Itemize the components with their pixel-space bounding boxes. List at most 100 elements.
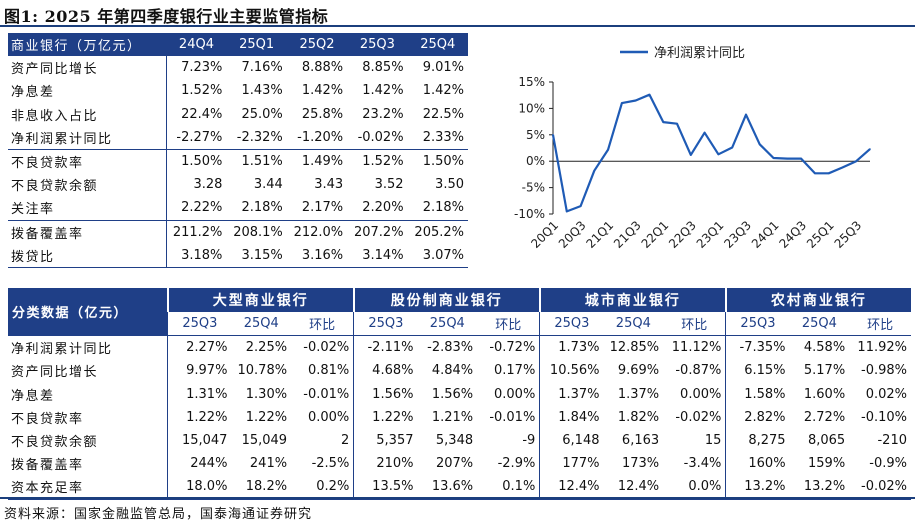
table2-cell: -2.83% xyxy=(427,340,474,356)
row-label: 不良贷款余额 xyxy=(11,435,99,451)
y-tick-label: 0% xyxy=(526,154,545,168)
row-label: 拨贷比 xyxy=(8,243,166,268)
table2-row: 资产同比增长 9.97% 10.78% 0.81% 4.68% 4.84% 0.17% 10.… xyxy=(8,359,911,383)
table2-cell: 13.2% xyxy=(725,475,790,500)
data-point xyxy=(662,121,665,123)
table1-cell: 2.20% xyxy=(362,200,404,216)
table1-cell: 3.43 xyxy=(314,177,344,193)
table2-cell: -9 xyxy=(522,433,536,449)
table1-header-label: 商业银行（万亿元） xyxy=(8,33,166,57)
row-label: 净息差 xyxy=(11,85,55,101)
row-label: 资产同比增长 xyxy=(11,365,99,381)
table2-cell: -2.5% xyxy=(311,456,350,472)
table1-cell: 207.2% xyxy=(347,219,408,244)
legend-label: 净利润累计同比 xyxy=(654,46,745,61)
table2-cell: 160% xyxy=(725,452,790,476)
table2-cell: 1.73% xyxy=(539,335,604,360)
subcolumn-header: 25Q3 xyxy=(725,312,790,337)
table2-cell: 6,163 xyxy=(621,433,660,449)
commercial-bank-table: 商业银行（万亿元） 24Q4 25Q1 25Q2 25Q3 25Q4 资产同比增长 7.23%… xyxy=(8,33,468,268)
x-tick-label: 25Q1 xyxy=(804,218,837,251)
table1-row: 净息差 1.52% 1.43% 1.42% 1.42% 1.42% xyxy=(8,79,468,103)
table2-header-label: 分类数据（亿元） xyxy=(8,288,168,336)
table2-cell: 0.81% xyxy=(307,363,350,379)
x-tick-label: 23Q1 xyxy=(694,218,727,251)
table1-cell: 1.42% xyxy=(362,83,404,99)
table2-cell: 159% xyxy=(808,456,846,472)
table2-row: 净息差 1.31% 1.30% -0.01% 1.56% 1.56% 0.00% 1.37% 1… xyxy=(8,382,911,406)
x-tick-label: 25Q3 xyxy=(832,218,865,251)
table2-cell: -0.01% xyxy=(489,409,536,425)
group-header: 城市商业银行 xyxy=(538,288,726,312)
table1-row: 不良贷款率 1.50% 1.51% 1.49% 1.52% 1.50% xyxy=(8,148,468,174)
row-label: 净利润累计同比 xyxy=(11,131,113,147)
table1-cell: 23.2% xyxy=(362,106,404,122)
table2-cell: 0.17% xyxy=(494,363,536,379)
table2-cell: -3.4% xyxy=(683,456,722,472)
table2-cell: -0.02% xyxy=(849,475,911,500)
group-header: 大型商业银行 xyxy=(166,288,354,312)
table2-group-row: 分类数据（亿元） 大型商业银行 股份制商业银行 城市商业银行 农村商业银行 xyxy=(8,288,911,336)
table1-col-header: 24Q4 xyxy=(165,33,227,57)
table1-col-header: 25Q1 xyxy=(226,33,287,57)
table2-cell: 0.0% xyxy=(663,475,726,500)
table2-cell: 15,049 xyxy=(241,433,288,449)
subcolumn-header: 环比 xyxy=(477,312,540,337)
subcolumn-header: 25Q4 xyxy=(417,312,478,337)
table2-cell: 2.25% xyxy=(245,340,288,356)
table2-cell: 0.00% xyxy=(307,409,350,425)
table1-cell: 1.52% xyxy=(165,79,227,103)
data-point xyxy=(869,148,871,150)
table1-cell: 1.42% xyxy=(301,83,344,99)
y-tick-label: -5% xyxy=(522,181,545,195)
y-tick-label: 5% xyxy=(526,128,545,142)
subcolumn-header: 环比 xyxy=(849,312,911,337)
data-point xyxy=(676,122,678,125)
table1-row: 净利润累计同比 -2.27% -2.32% -1.20% -0.02% 2.33% xyxy=(8,125,468,150)
table2-cell: 8,065 xyxy=(807,433,846,449)
table1-cell: 1.51% xyxy=(226,148,287,174)
table2-cell: 5,348 xyxy=(435,433,474,449)
table1-cell: 8.88% xyxy=(301,60,344,76)
table1-cell: -1.20% xyxy=(297,129,344,145)
table2-cell: 8,275 xyxy=(725,428,790,453)
table2-cell: -210 xyxy=(877,433,907,449)
table2-cell: -0.02% xyxy=(675,409,722,425)
top-rule xyxy=(0,25,915,27)
table2-cell: 0.00% xyxy=(494,386,536,402)
table2-cell: 12.4% xyxy=(539,475,604,500)
series-line xyxy=(551,93,871,213)
table1-cell: 7.23% xyxy=(165,56,227,80)
data-point xyxy=(593,169,596,172)
table2-subheader-row: 25Q3 25Q4 环比 25Q3 25Q4 环比 25Q3 25Q4 环比 25Q3 25Q4 环比 xyxy=(8,312,911,337)
table1-cell: 8.85% xyxy=(362,60,404,76)
table2-cell: 4.58% xyxy=(803,340,846,356)
x-tick-label: 20Q1 xyxy=(528,218,561,251)
table2-row: 拨备覆盖率 244% 241% -2.5% 210% 207% -2.9% 177% 173% -… xyxy=(8,452,911,476)
data-point xyxy=(786,157,789,160)
row-label: 不良贷款率 xyxy=(11,411,84,427)
table1-row: 资产同比增长 7.23% 7.16% 8.88% 8.85% 9.01% xyxy=(8,56,468,80)
table2-cell: 9.97% xyxy=(167,359,232,383)
table1-cell: 1.42% xyxy=(422,83,464,99)
data-point xyxy=(855,160,858,162)
table1-cell: 211.2% xyxy=(165,219,227,244)
table2-cell: 10.56% xyxy=(539,359,604,383)
table1-cell: 7.16% xyxy=(241,60,283,76)
table1-cell: 25.8% xyxy=(301,106,344,122)
table2-cell: -0.9% xyxy=(869,456,907,472)
table2-cell: 11.12% xyxy=(671,340,722,356)
table2-cell: 6.15% xyxy=(725,359,790,383)
y-tick-label: 10% xyxy=(518,101,545,115)
row-label: 关注率 xyxy=(11,202,55,218)
table2-cell: 1.22% xyxy=(353,405,418,429)
table2-cell: -0.02% xyxy=(303,340,350,356)
table1-row: 不良贷款余额 3.28 3.44 3.43 3.52 3.50 xyxy=(8,173,468,197)
table1-cell: 2.18% xyxy=(422,200,464,216)
row-label: 资本充足率 xyxy=(8,475,168,500)
table2-row: 不良贷款率 1.22% 1.22% 0.00% 1.22% 1.21% -0.01% 1.84… xyxy=(8,405,911,429)
table1-cell: 2.22% xyxy=(165,196,227,220)
table2-cell: 0.02% xyxy=(865,386,907,402)
row-label: 非息收入占比 xyxy=(11,108,99,124)
table2-cell: 207% xyxy=(435,456,474,472)
